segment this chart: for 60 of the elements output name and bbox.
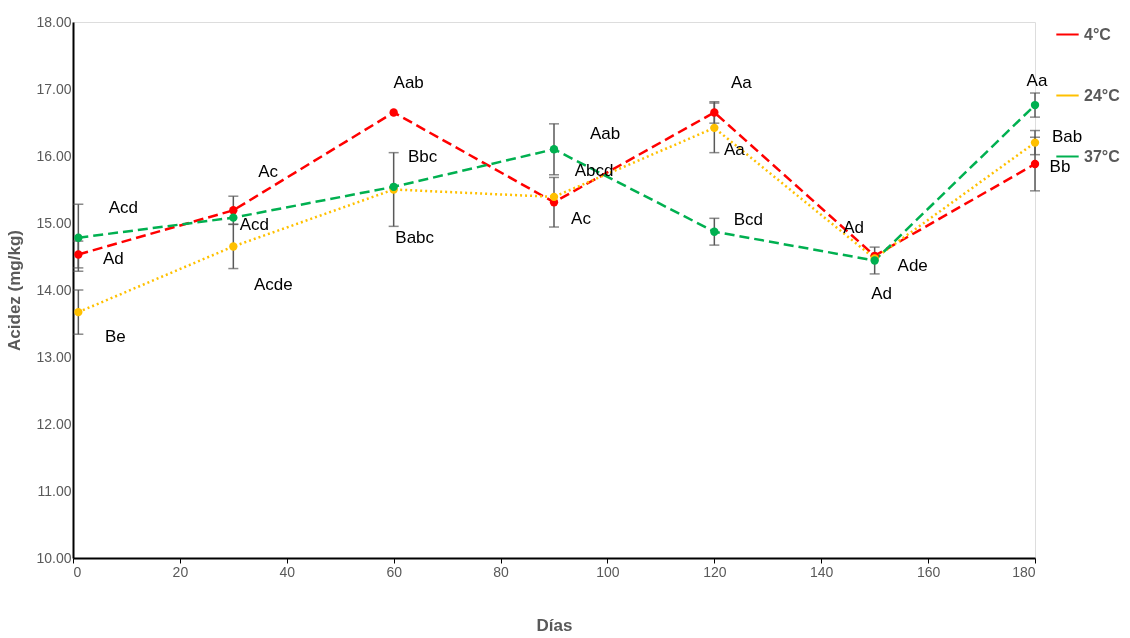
legend-label: 24°C [1084,86,1121,104]
annotation: Acd [108,197,138,217]
point [710,108,719,117]
legend-label: 37°C [1084,147,1121,165]
annotation: Acd [239,214,269,234]
y-tick-label: 15.00 [36,214,72,231]
point [710,123,719,133]
annotation: Bb [1049,157,1071,177]
annotation: Aa [723,139,746,159]
annotation: Acde [253,275,293,295]
annotation: Ad [102,249,124,269]
annotation: Ac [571,209,592,229]
annotation: Abcd [574,160,614,180]
legend-label: 4°C [1084,25,1112,43]
x-tick-label: 80 [493,563,510,580]
y-tick-label: 11.00 [37,482,72,499]
point [549,192,559,202]
annotation: Aab [393,73,424,93]
point [549,145,559,154]
annotation: Aab [589,124,621,144]
point [229,242,238,251]
annotation: Ad [843,217,865,237]
point [74,250,83,259]
y-tick-label: 13.00 [36,348,72,365]
point [710,227,719,236]
annotation: Be [104,327,126,347]
point [229,213,238,222]
annotation: Ac [258,161,279,181]
x-tick-label: 120 [703,563,727,580]
point [1030,100,1040,110]
point [1030,159,1040,169]
y-axis-title: Acidez (mg/kg) [5,230,25,351]
y-tick-label: 10.00 [36,549,72,566]
annotation: Bcd [733,209,763,229]
x-tick-label: 180 [1012,563,1036,580]
point [389,108,398,117]
point [229,206,238,215]
x-tick-label: 20 [172,563,189,580]
point [1030,138,1040,147]
y-tick-label: 14.00 [36,281,72,298]
annotation: Ad [871,283,893,303]
y-tick-label: 18.00 [36,13,72,30]
x-tick-label: 0 [73,563,82,580]
point [74,233,83,242]
y-tick-label: 16.00 [36,147,72,164]
x-tick-label: 100 [596,563,620,580]
x-axis-title: Días [536,615,573,635]
annotation: Bbc [408,146,438,166]
annotation: Ade [897,255,928,275]
x-tick-label: 160 [916,563,941,580]
y-tick-label: 17.00 [36,80,72,97]
x-tick-label: 140 [810,563,834,580]
annotation: Babc [395,227,435,247]
annotation: Aa [1026,71,1048,91]
point [74,307,83,317]
x-tick-label: 40 [279,563,296,580]
x-tick-label: 60 [386,563,403,580]
annotation: Aa [730,73,753,93]
annotation: Bab [1051,126,1083,146]
y-tick-label: 12.00 [36,415,72,432]
